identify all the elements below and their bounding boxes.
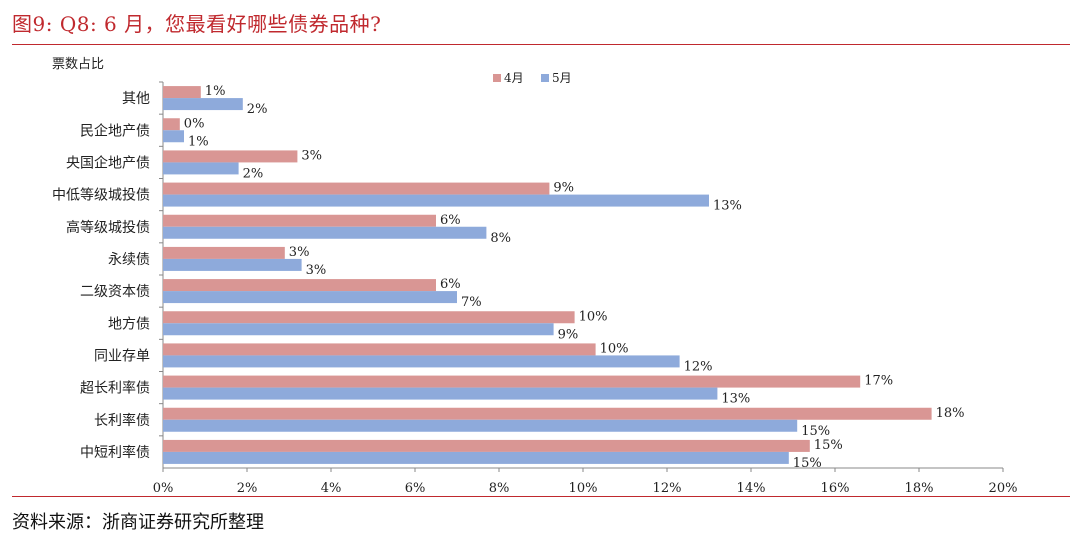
x-tick-label: 2% [237, 481, 258, 496]
x-tick-label: 8% [489, 481, 510, 496]
data-label: 9% [558, 327, 579, 342]
bar [163, 323, 554, 336]
bar [163, 311, 575, 324]
category-label: 央国企地产债 [66, 154, 150, 171]
category-label: 中短利率债 [80, 444, 150, 461]
bar [163, 86, 201, 99]
category-label: 地方债 [108, 316, 150, 332]
data-label: 8% [490, 231, 511, 246]
x-tick-label: 0% [153, 481, 174, 496]
data-label: 12% [684, 359, 713, 374]
category-label: 长利率债 [94, 412, 150, 429]
bar [163, 98, 243, 111]
data-label: 3% [301, 148, 322, 163]
bar [163, 118, 180, 131]
legend-label: 5月 [552, 71, 572, 85]
bar [163, 258, 302, 271]
bar [163, 387, 718, 400]
bar [163, 439, 810, 452]
category-label: 其他 [122, 91, 150, 107]
data-label: 15% [801, 424, 830, 439]
bar [163, 355, 680, 368]
figure-title: 图9: Q8: 6 月，您最看好哪些债券品种? [12, 12, 382, 36]
data-label: 1% [188, 134, 209, 149]
category-label: 同业存单 [94, 348, 150, 364]
bar [163, 226, 487, 239]
data-label: 6% [440, 213, 461, 228]
bar [163, 246, 285, 259]
data-label: 3% [289, 245, 310, 260]
bar [163, 214, 436, 227]
bar [163, 419, 798, 432]
x-tick-label: 14% [737, 481, 766, 496]
data-label: 10% [600, 341, 629, 356]
category-label: 超长利率债 [80, 380, 150, 397]
data-label: 15% [814, 438, 843, 453]
bar [163, 150, 298, 163]
data-label: 13% [721, 392, 750, 407]
bar [163, 375, 861, 388]
data-label: 1% [205, 84, 226, 99]
footer-divider [12, 496, 1070, 497]
data-label: 2% [247, 102, 268, 117]
category-label: 永续债 [108, 251, 150, 268]
category-label: 二级资本债 [80, 284, 150, 300]
bar [163, 162, 239, 175]
legend-swatch [541, 74, 549, 82]
bar [163, 343, 596, 356]
data-label: 6% [440, 277, 461, 292]
category-label: 高等级城投债 [66, 219, 150, 236]
data-label: 7% [461, 295, 482, 310]
data-label: 2% [243, 166, 264, 181]
legend-label: 4月 [504, 71, 524, 85]
data-label: 0% [184, 116, 205, 131]
x-tick-label: 18% [905, 481, 934, 496]
bar [163, 279, 436, 292]
category-label: 中低等级城投债 [52, 187, 150, 204]
x-tick-label: 16% [821, 481, 850, 496]
x-tick-label: 4% [321, 481, 342, 496]
legend-swatch [493, 74, 501, 82]
data-label: 10% [579, 309, 608, 324]
bar [163, 194, 709, 207]
title-divider [12, 44, 1070, 45]
source-note: 资料来源：浙商证券研究所整理 [12, 512, 264, 533]
data-label: 9% [553, 181, 574, 196]
data-label: 18% [936, 406, 965, 421]
x-tick-label: 20% [989, 481, 1018, 496]
x-tick-label: 10% [569, 481, 598, 496]
bar [163, 451, 789, 464]
bar [163, 291, 457, 304]
data-label: 13% [713, 199, 742, 214]
x-tick-label: 12% [653, 481, 682, 496]
data-label: 15% [793, 456, 822, 471]
bar [163, 182, 550, 195]
bar [163, 130, 184, 143]
category-label: 民企地产债 [80, 122, 150, 139]
x-tick-label: 6% [405, 481, 426, 496]
bar [163, 407, 932, 420]
y-axis-label: 票数占比 [52, 57, 104, 72]
data-label: 17% [864, 374, 893, 389]
data-label: 3% [306, 263, 327, 278]
